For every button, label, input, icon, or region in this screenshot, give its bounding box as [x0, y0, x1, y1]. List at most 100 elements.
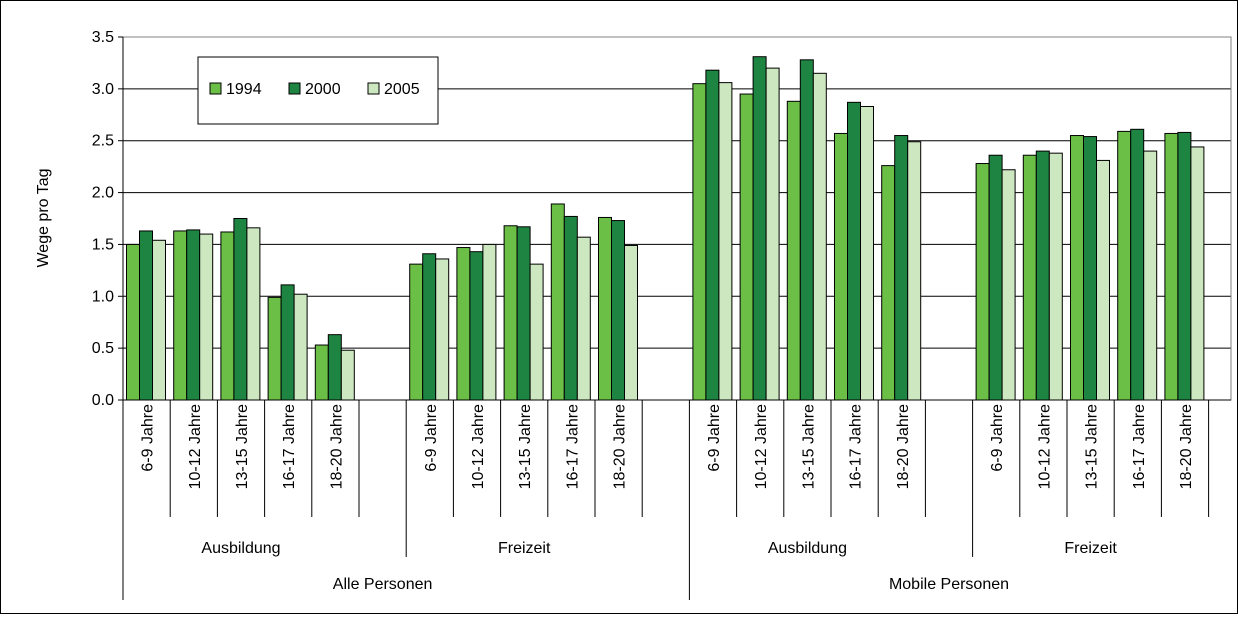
bar-2000 — [705, 69, 720, 401]
y-tick-label: 3.5 — [92, 29, 114, 46]
bar-1994 — [267, 296, 282, 401]
group-label: Mobile Personen — [889, 576, 1009, 593]
bar-2000 — [1177, 131, 1192, 401]
x-tick-label: 18-20 Jahre — [328, 404, 345, 489]
y-tick-label: 0.0 — [92, 392, 114, 409]
legend-label-2000: 2000 — [305, 81, 341, 98]
bar-2005 — [1143, 150, 1158, 401]
bar-1994 — [220, 231, 235, 401]
legend-label-1994: 1994 — [226, 81, 262, 98]
subgroup-label: Ausbildung — [201, 540, 280, 557]
bar-1994 — [692, 83, 707, 401]
x-tick-label: 10-12 Jahre — [1036, 404, 1053, 489]
bar-2000 — [1035, 150, 1050, 401]
y-tick-label: 2.0 — [92, 185, 114, 202]
legend-swatch-1994 — [209, 82, 222, 95]
bar-1994 — [786, 100, 801, 401]
bar-1994 — [550, 203, 565, 401]
bar-2000 — [327, 334, 342, 401]
bar-2005 — [435, 258, 450, 401]
group-label: Alle Personen — [333, 576, 433, 593]
bar-2005 — [340, 349, 355, 401]
bar-2000 — [988, 154, 1003, 401]
y-tick-label: 3.0 — [92, 81, 114, 98]
bar-2000 — [847, 101, 861, 401]
bar-2000 — [894, 135, 909, 401]
bar-1994 — [834, 132, 848, 401]
y-tick-label: 1.5 — [92, 236, 114, 253]
bar-2005 — [1190, 146, 1205, 401]
bar-1994 — [456, 247, 471, 401]
y-tick-label: 1.0 — [92, 288, 114, 305]
legend: 1994 2000 2005 — [197, 56, 439, 125]
bar-2000 — [469, 251, 484, 401]
legend-box — [197, 56, 439, 125]
bar-2000 — [139, 230, 153, 401]
x-tick-label: 13-15 Jahre — [234, 404, 251, 489]
bar-1994 — [1164, 132, 1179, 401]
y-axis-label: Wege pro Tag — [35, 168, 52, 267]
subgroup-label: Ausbildung — [768, 540, 847, 557]
x-tick-label: 6-9 Jahre — [706, 404, 723, 472]
x-tick-label: 10-12 Jahre — [470, 404, 487, 489]
bar-2000 — [1130, 128, 1145, 401]
bar-2005 — [718, 82, 733, 401]
bar-1994 — [409, 263, 424, 401]
bar-2000 — [186, 229, 201, 401]
x-tick-label: 16-17 Jahre — [281, 404, 298, 489]
x-tick-label: 10-12 Jahre — [187, 404, 204, 489]
x-tick-label: 16-17 Jahre — [564, 404, 581, 489]
axes: 0.0 0.5 1.0 1.5 2.0 2.5 3.0 3.5 6-9 Jahre 10-12 J… — [92, 29, 1231, 600]
bar-2005 — [1001, 169, 1016, 401]
bar-2005 — [152, 239, 166, 401]
bar-1994 — [314, 344, 329, 401]
bar-2000 — [233, 218, 248, 401]
y-tick-label: 2.5 — [92, 133, 114, 150]
bar-2005 — [907, 141, 922, 401]
legend-swatch-2000 — [288, 82, 301, 95]
bar-2005 — [624, 244, 638, 401]
bar-2000 — [799, 59, 814, 401]
bar-1994 — [881, 165, 896, 401]
bar-1994 — [173, 230, 188, 401]
bar-1994 — [739, 93, 754, 401]
bar-2005 — [812, 72, 827, 401]
bar-1994 — [126, 243, 140, 401]
bar-2005 — [576, 236, 591, 401]
x-tick-label: 13-15 Jahre — [517, 404, 534, 489]
bars — [126, 56, 1205, 401]
bar-2000 — [563, 215, 578, 401]
legend-swatch-2005 — [367, 82, 380, 95]
bar-1994 — [1022, 154, 1037, 401]
x-tick-label: 10-12 Jahre — [753, 404, 770, 489]
x-tick-label: 6-9 Jahre — [989, 404, 1006, 472]
bar-2000 — [516, 226, 531, 401]
bar-2000 — [611, 220, 625, 401]
x-tick-label: 18-20 Jahre — [612, 404, 629, 489]
bar-2005 — [860, 105, 874, 401]
x-tick-label: 6-9 Jahre — [423, 404, 440, 472]
bar-1994 — [975, 163, 990, 401]
bar-2005 — [1096, 159, 1110, 401]
bar-1994 — [1070, 135, 1084, 401]
bar-2005 — [482, 243, 497, 401]
bar-2000 — [752, 56, 767, 401]
x-tick-label: 16-17 Jahre — [848, 404, 865, 489]
legend-label-2005: 2005 — [384, 81, 420, 98]
y-tick-label: 0.5 — [92, 340, 114, 357]
x-tick-label: 13-15 Jahre — [800, 404, 817, 489]
x-tick-label: 13-15 Jahre — [1084, 404, 1101, 489]
subgroup-label: Freizeit — [498, 540, 551, 557]
bar-2005 — [1048, 152, 1063, 401]
bar-1994 — [598, 216, 612, 401]
bar-2005 — [765, 67, 780, 401]
x-tick-label: 18-20 Jahre — [895, 404, 912, 489]
bar-1994 — [503, 225, 518, 401]
x-tick-label: 16-17 Jahre — [1131, 404, 1148, 489]
bar-2000 — [280, 284, 295, 401]
bar-2005 — [246, 227, 261, 401]
bar-1994 — [1117, 130, 1132, 401]
bar-2000 — [422, 253, 437, 401]
